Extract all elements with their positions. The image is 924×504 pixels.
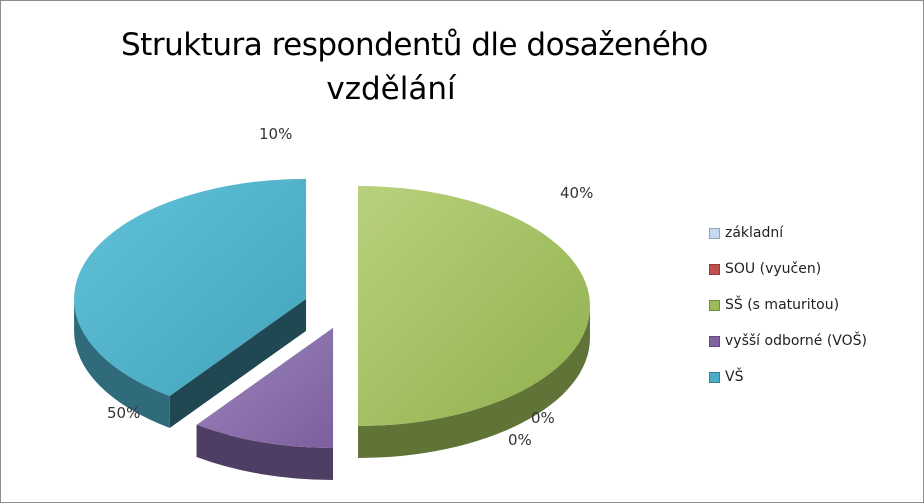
legend-swatch-ss [709, 299, 720, 311]
legend-item-sou: SOU (vyučen) [709, 251, 867, 287]
data-label-zakladni: 0% [531, 409, 555, 427]
legend-swatch-sou [709, 263, 720, 275]
data-label-ss: 50% [107, 404, 141, 422]
legend-label-vos: vyšší odborné (VOŠ) [725, 333, 868, 349]
legend-swatch-vos [709, 335, 720, 347]
legend-swatch-vs [709, 371, 720, 383]
slice-ss [358, 186, 590, 458]
slice-vs [74, 178, 307, 428]
legend-label-sou: SOU (vyučen) [725, 261, 822, 277]
slice-top-vos [196, 327, 334, 448]
slice-rim-vos-0 [196, 425, 334, 480]
legend-item-vs: VŠ [709, 359, 867, 395]
legend-item-ss: SŠ (s maturitou) [709, 287, 867, 323]
chart-title-line-1: Struktura respondentů dle dosaženého [121, 27, 708, 63]
chart-title: Struktura respondentů dle dosaženého vzd… [121, 23, 708, 111]
slice-vos [196, 327, 334, 480]
legend: základní SOU (vyučen) SŠ (s maturitou) v… [709, 215, 867, 395]
legend-label-zakladni: základní [725, 225, 784, 241]
data-label-vos: 10% [259, 125, 293, 143]
slice-rim-vs-0 [74, 298, 170, 428]
slice-top-vs [74, 178, 307, 396]
data-label-sou: 0% [508, 431, 532, 449]
slice-top-ss [358, 186, 590, 426]
data-label-vs: 40% [560, 184, 594, 202]
legend-label-vs: VŠ [725, 369, 744, 385]
legend-item-vos: vyšší odborné (VOŠ) [709, 323, 867, 359]
legend-swatch-zakladni [709, 227, 720, 239]
chart-title-line-2: vzdělání [326, 71, 456, 107]
legend-item-zakladni: základní [709, 215, 867, 251]
slice-rim-ss-0 [358, 306, 590, 458]
legend-label-ss: SŠ (s maturitou) [725, 297, 840, 313]
slice-side-vs-0 [169, 298, 307, 428]
